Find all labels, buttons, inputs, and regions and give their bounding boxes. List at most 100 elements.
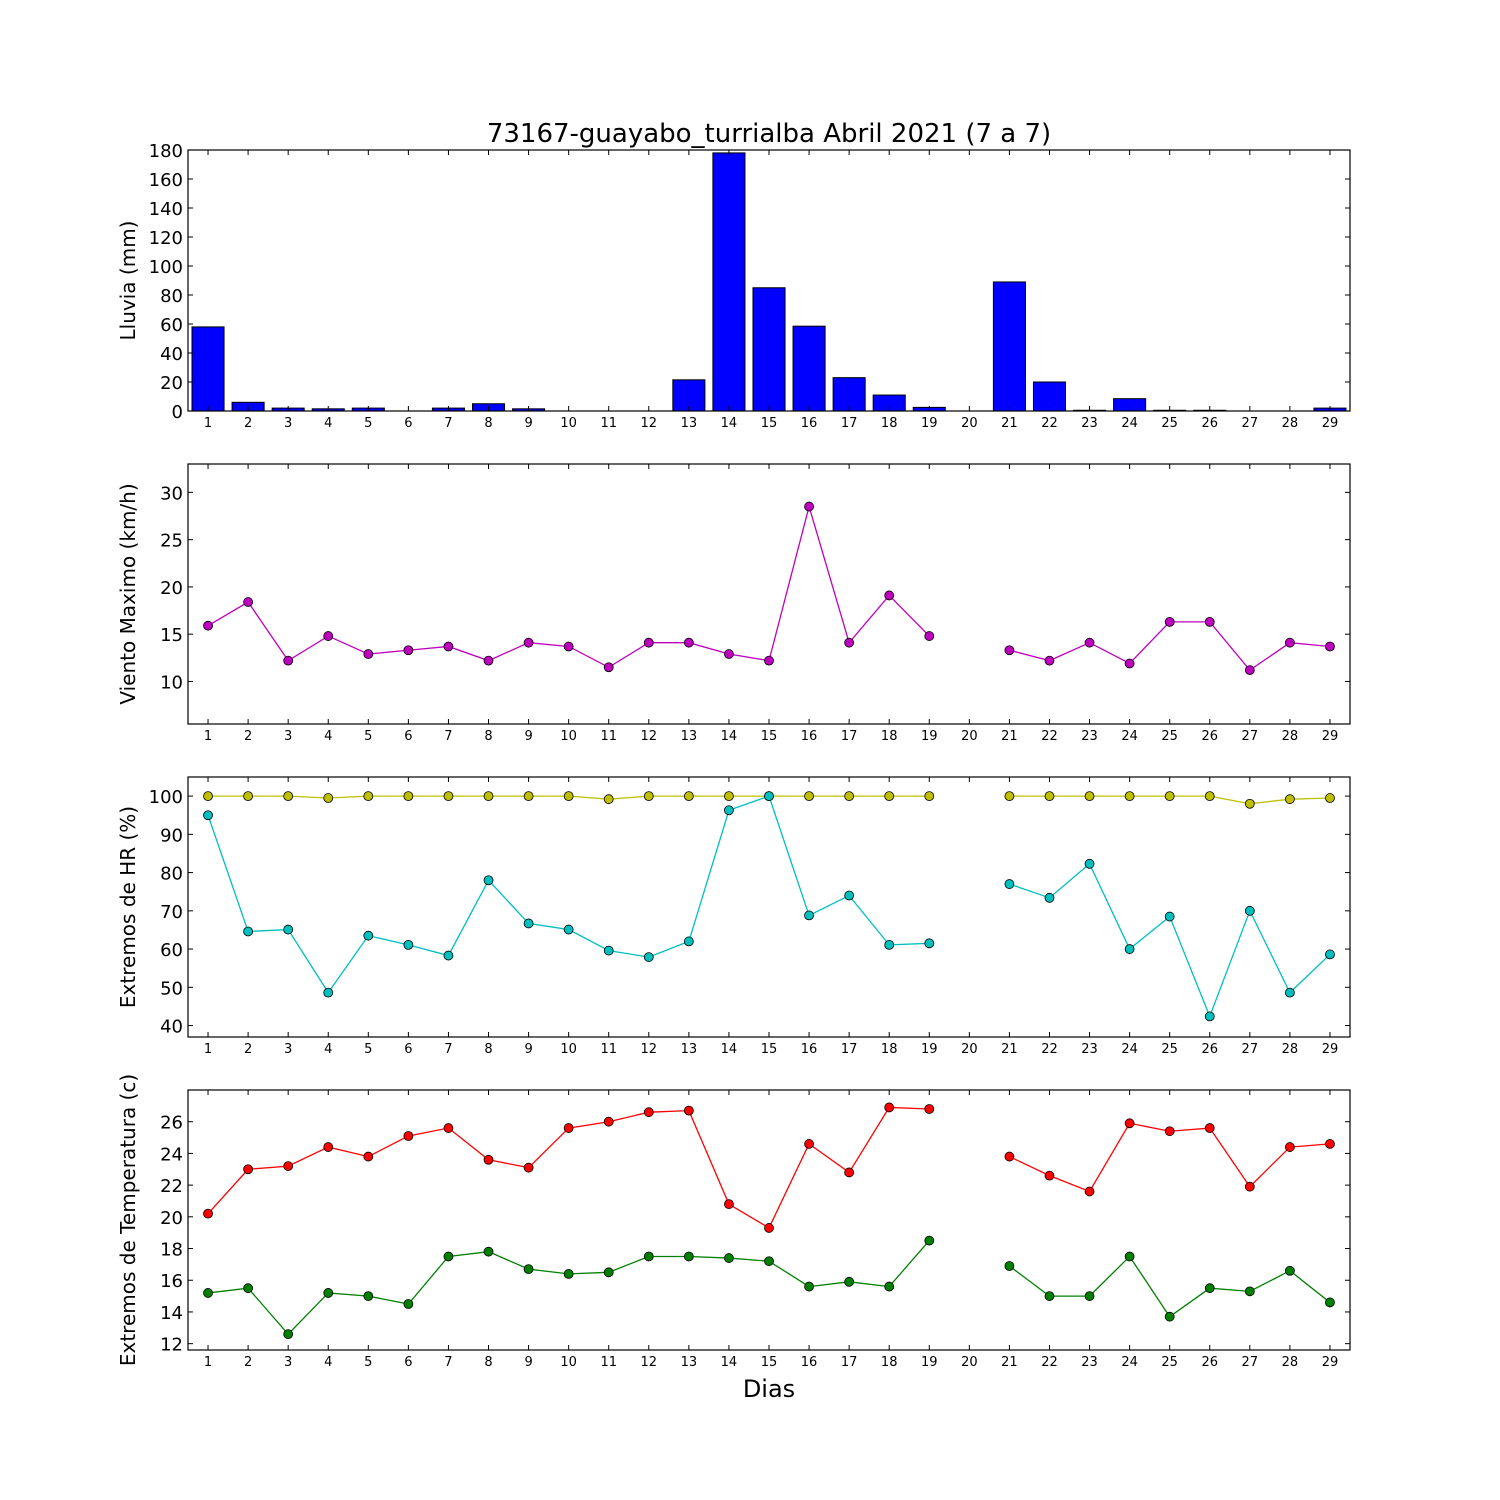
temperature-xtick-label: 6	[404, 1355, 412, 1370]
wind-xtick-label: 4	[324, 729, 332, 744]
wind-series-1-point-day-29	[1325, 641, 1335, 652]
humidity-xtick-label: 1	[204, 1042, 212, 1057]
rain-xtick-label: 6	[404, 416, 412, 431]
wind-xtick-label: 3	[284, 729, 292, 744]
temperature-series-1-point-day-5	[363, 1151, 374, 1162]
temperature-xtick-label: 24	[1121, 1355, 1138, 1370]
temperature-xtick-label: 5	[364, 1355, 372, 1370]
temperature-ytick-label: 20	[160, 1208, 183, 1229]
wind-ytick-label: 15	[160, 625, 183, 646]
humidity-series-2-point-day-15	[764, 791, 774, 802]
humidity-series-2-point-day-8	[483, 875, 494, 886]
wind-xtick-label: 16	[801, 729, 818, 744]
wind-xtick-label: 26	[1201, 729, 1218, 744]
temperature-xtick-label: 2	[244, 1355, 252, 1370]
temperature-series-2-point-day-24	[1124, 1251, 1135, 1262]
humidity-series-1-point-day-9	[523, 791, 534, 802]
temperature-xtick-label: 14	[721, 1355, 738, 1370]
rain-ytick-label: 40	[160, 344, 183, 365]
temperature-xtick-label: 23	[1081, 1355, 1098, 1370]
temperature-series-2-point-day-10	[563, 1269, 574, 1279]
humidity-series-2-point-day-23	[1084, 858, 1095, 869]
temperature-ytick-label: 12	[160, 1335, 183, 1356]
humidity-series-2-point-day-4	[323, 987, 334, 998]
rain-xtick-label: 7	[444, 416, 452, 431]
humidity-xtick-label: 15	[761, 1042, 778, 1057]
wind-xtick-label: 18	[881, 729, 898, 744]
rain-xtick-label: 5	[364, 416, 372, 431]
humidity-series-2-point-day-11	[603, 945, 614, 956]
temperature-series-1-point-day-6	[403, 1131, 414, 1141]
humidity-ytick-label: 40	[160, 1017, 183, 1038]
temperature-series-1-point-day-24	[1124, 1118, 1135, 1129]
temperature-series-2-point-day-18	[884, 1281, 895, 1292]
temperature-xtick-label: 7	[444, 1355, 452, 1370]
humidity-series-1-point-day-2	[243, 791, 254, 802]
wind-series-1-point-day-9	[523, 637, 534, 648]
wind-xtick-label: 11	[600, 729, 617, 744]
humidity-xtick-label: 6	[404, 1042, 412, 1057]
temperature-xtick-label: 4	[324, 1355, 332, 1370]
temperature-series-1-point-day-12	[643, 1107, 654, 1118]
humidity-ytick-label: 100	[149, 787, 183, 808]
temperature-series-2-point-day-16	[804, 1281, 814, 1292]
humidity-xtick-label: 17	[841, 1042, 858, 1057]
humidity-ytick-label: 70	[160, 902, 183, 923]
temperature-xtick-label: 3	[284, 1355, 292, 1370]
rain-xtick-label: 13	[681, 416, 698, 431]
humidity-series-1-point-day-6	[403, 791, 414, 802]
humidity-xtick-label: 29	[1322, 1042, 1339, 1057]
temperature-series-1-point-day-15	[764, 1223, 774, 1233]
humidity-xtick-label: 16	[801, 1042, 818, 1057]
wind-xtick-label: 21	[1001, 729, 1018, 744]
temperature-series-1-point-day-1	[203, 1208, 213, 1219]
rain-ytick-label: 0	[172, 402, 183, 423]
rain-xtick-label: 1	[204, 416, 212, 431]
temperature-ytick-label: 14	[160, 1303, 183, 1324]
wind-series-1-point-day-23	[1084, 637, 1095, 648]
rain-xtick-label: 20	[961, 416, 978, 431]
humidity-series-1-point-day-23	[1084, 791, 1095, 802]
temperature-series-2-point-day-2	[243, 1283, 254, 1294]
temperature-xtick-label: 25	[1161, 1355, 1178, 1370]
rain-ytick-label: 180	[149, 141, 183, 162]
rain-xtick-label: 17	[841, 416, 858, 431]
bar-day-21	[992, 281, 1026, 412]
wind-series-1-point-day-11	[603, 662, 614, 673]
humidity-series-2-point-day-19	[924, 938, 935, 949]
temperature-series-2-point-day-1	[203, 1288, 213, 1298]
humidity-series-2-point-day-24	[1124, 944, 1135, 954]
humidity-xtick-label: 28	[1282, 1042, 1299, 1057]
humidity-series-2-point-day-22	[1044, 892, 1055, 903]
humidity-series-1-point-day-12	[643, 791, 654, 802]
temperature-ytick-label: 18	[160, 1240, 183, 1261]
temperature-series-2-point-day-7	[443, 1251, 454, 1262]
humidity-series-2-point-day-25	[1164, 911, 1175, 922]
bar-day-14	[712, 152, 746, 412]
humidity-xtick-label: 11	[600, 1042, 617, 1057]
humidity-series-1-point-day-13	[683, 791, 694, 802]
temperature-series-1-point-day-10	[563, 1123, 574, 1133]
temperature-ytick-label: 24	[160, 1144, 183, 1165]
rain-y-axis-label: Lluvia (mm)	[116, 221, 140, 341]
temperature-series-1-point-day-16	[804, 1139, 814, 1149]
temperature-xtick-label: 9	[524, 1355, 532, 1370]
humidity-series-1-point-day-3	[283, 791, 294, 802]
wind-ytick-label: 20	[160, 578, 183, 599]
temperature-xtick-label: 20	[961, 1355, 978, 1370]
rain-xtick-label: 16	[801, 416, 818, 431]
humidity-series-2-point-day-26	[1204, 1011, 1215, 1022]
humidity-series-1-point-day-22	[1044, 791, 1055, 802]
wind-xtick-label: 20	[961, 729, 978, 744]
rain-ytick-label: 20	[160, 373, 183, 394]
temperature-xtick-label: 11	[600, 1355, 617, 1370]
wind-xtick-label: 17	[841, 729, 858, 744]
rain-ytick-label: 60	[160, 315, 183, 336]
wind-xtick-label: 23	[1081, 729, 1098, 744]
wind-series-1-point-day-12	[643, 637, 654, 648]
humidity-series-1-point-day-11	[603, 794, 614, 805]
wind-series-1-point-day-13	[683, 637, 694, 648]
